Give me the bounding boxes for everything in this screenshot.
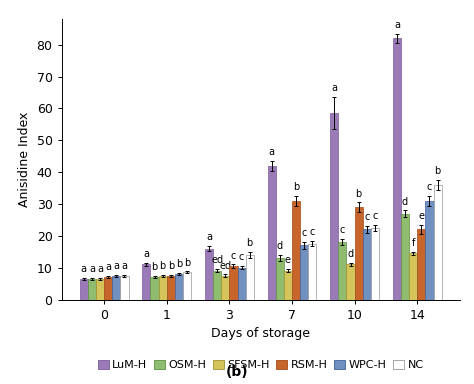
Bar: [371, 228, 379, 300]
Text: b: b: [435, 166, 441, 176]
Text: b: b: [160, 261, 166, 271]
Text: f: f: [411, 238, 415, 248]
Text: a: a: [394, 20, 400, 30]
Bar: [96, 279, 104, 300]
Text: e: e: [285, 255, 291, 265]
Text: a: a: [331, 83, 337, 93]
Text: a: a: [105, 262, 111, 272]
Text: e: e: [419, 211, 424, 221]
Bar: [213, 271, 221, 300]
Bar: [363, 230, 371, 300]
Text: (b): (b): [226, 366, 248, 379]
Text: b: b: [246, 238, 253, 248]
Bar: [346, 265, 355, 300]
Text: c: c: [372, 211, 378, 221]
Bar: [276, 258, 284, 300]
Bar: [112, 276, 120, 300]
Bar: [355, 207, 363, 300]
Text: a: a: [81, 264, 87, 274]
Text: c: c: [364, 212, 370, 222]
Y-axis label: Anisidine Index: Anisidine Index: [18, 112, 31, 207]
Text: d: d: [347, 249, 354, 259]
Text: b: b: [176, 259, 182, 269]
Text: b: b: [184, 258, 190, 268]
Bar: [104, 277, 112, 300]
Bar: [183, 272, 191, 300]
Text: a: a: [269, 147, 274, 157]
Bar: [167, 276, 175, 300]
Bar: [246, 255, 254, 300]
Bar: [409, 253, 417, 300]
Text: ed: ed: [219, 260, 231, 271]
Bar: [401, 214, 409, 300]
Text: b: b: [293, 182, 299, 192]
Text: c: c: [340, 225, 345, 235]
Bar: [205, 248, 213, 300]
Bar: [417, 230, 425, 300]
Bar: [425, 201, 434, 300]
Bar: [338, 242, 346, 300]
Bar: [229, 266, 237, 300]
Bar: [308, 244, 317, 300]
Bar: [142, 265, 150, 300]
Bar: [175, 274, 183, 300]
Text: c: c: [239, 252, 244, 262]
Bar: [284, 271, 292, 300]
Legend: LuM-H, OSM-H, SFSM-H, RSM-H, WPC-H, NC: LuM-H, OSM-H, SFSM-H, RSM-H, WPC-H, NC: [98, 360, 424, 370]
Text: a: a: [113, 261, 119, 271]
X-axis label: Days of storage: Days of storage: [211, 327, 310, 340]
Bar: [120, 276, 128, 300]
Bar: [292, 201, 300, 300]
Bar: [80, 279, 88, 300]
Text: a: a: [89, 264, 95, 274]
Text: a: a: [97, 264, 103, 274]
Text: c: c: [301, 228, 307, 238]
Text: b: b: [356, 189, 362, 199]
Bar: [268, 166, 276, 300]
Bar: [300, 245, 308, 300]
Text: d: d: [277, 241, 283, 251]
Text: a: a: [121, 261, 128, 271]
Text: a: a: [206, 232, 212, 242]
Text: c: c: [310, 227, 315, 237]
Bar: [159, 276, 167, 300]
Bar: [150, 277, 159, 300]
Bar: [221, 276, 229, 300]
Text: b: b: [168, 261, 174, 271]
Bar: [330, 113, 338, 300]
Text: b: b: [151, 262, 158, 272]
Text: ed: ed: [211, 255, 223, 265]
Text: a: a: [144, 249, 149, 259]
Text: c: c: [427, 182, 432, 192]
Bar: [237, 268, 246, 300]
Bar: [88, 279, 96, 300]
Bar: [434, 185, 442, 300]
Bar: [393, 38, 401, 300]
Text: c: c: [231, 251, 236, 261]
Text: d: d: [402, 197, 408, 207]
